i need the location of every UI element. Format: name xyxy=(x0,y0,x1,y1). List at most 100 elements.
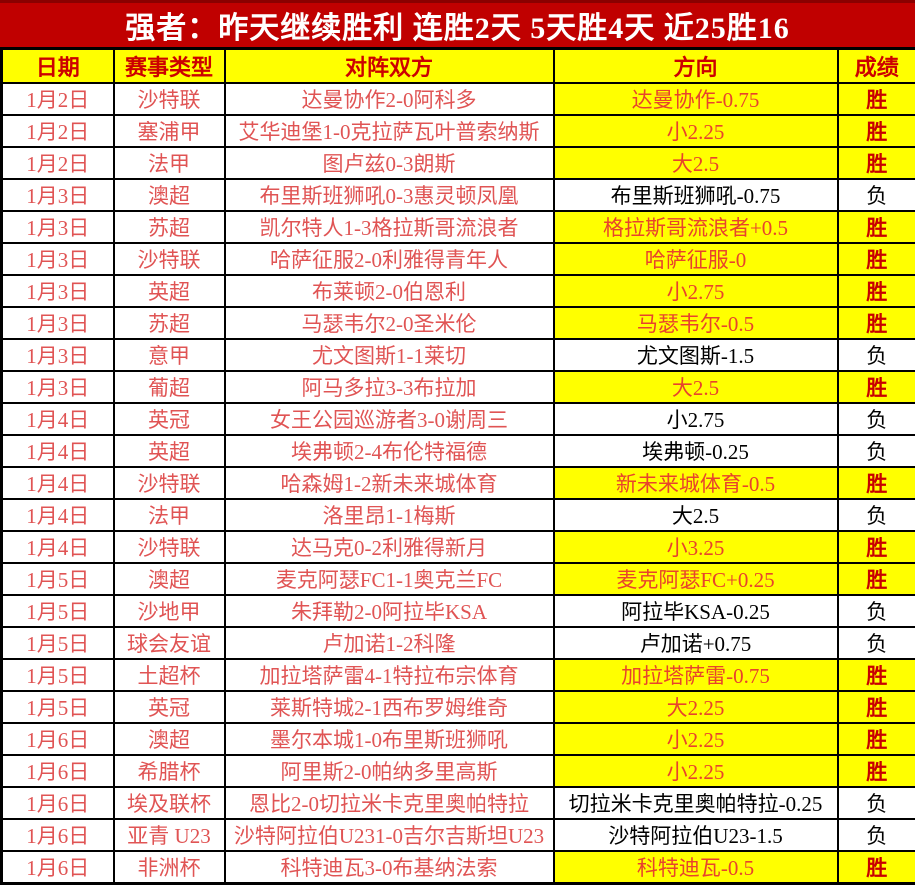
cell-matchup: 哈森姆1-2新未来城体育 xyxy=(225,467,554,499)
cell-direction: 大2.25 xyxy=(554,691,838,723)
cell-date: 1月5日 xyxy=(2,691,114,723)
cell-matchup: 科特迪瓦3-0布基纳法索 xyxy=(225,851,554,884)
cell-matchup: 艾华迪堡1-0克拉萨瓦叶普索纳斯 xyxy=(225,115,554,147)
cell-date: 1月2日 xyxy=(2,115,114,147)
cell-matchup: 布莱顿2-0伯恩利 xyxy=(225,275,554,307)
cell-league-type: 澳超 xyxy=(114,179,225,211)
cell-league-type: 埃及联杯 xyxy=(114,787,225,819)
cell-league-type: 塞浦甲 xyxy=(114,115,225,147)
cell-league-type: 非洲杯 xyxy=(114,851,225,884)
table-row: 1月4日 英超 埃弗顿2-4布伦特福德 埃弗顿-0.25 负 xyxy=(2,435,915,467)
cell-matchup: 阿里斯2-0帕纳多里高斯 xyxy=(225,755,554,787)
cell-date: 1月6日 xyxy=(2,755,114,787)
cell-date: 1月5日 xyxy=(2,595,114,627)
cell-matchup: 卢加诺1-2科隆 xyxy=(225,627,554,659)
cell-direction: 小2.75 xyxy=(554,275,838,307)
cell-matchup: 尤文图斯1-1莱切 xyxy=(225,339,554,371)
cell-direction: 加拉塔萨雷-0.75 xyxy=(554,659,838,691)
cell-date: 1月2日 xyxy=(2,147,114,179)
cell-league-type: 意甲 xyxy=(114,339,225,371)
table-row: 1月3日 英超 布莱顿2-0伯恩利 小2.75 胜 xyxy=(2,275,915,307)
cell-date: 1月3日 xyxy=(2,371,114,403)
cell-result: 负 xyxy=(838,787,915,819)
cell-result: 胜 xyxy=(838,691,915,723)
cell-date: 1月2日 xyxy=(2,83,114,115)
cell-matchup: 女王公园巡游者3-0谢周三 xyxy=(225,403,554,435)
table-row: 1月3日 澳超 布里斯班狮吼0-3惠灵顿凤凰 布里斯班狮吼-0.75 负 xyxy=(2,179,915,211)
table-row: 1月5日 沙地甲 朱拜勒2-0阿拉毕KSA 阿拉毕KSA-0.25 负 xyxy=(2,595,915,627)
cell-league-type: 法甲 xyxy=(114,147,225,179)
cell-league-type: 沙特联 xyxy=(114,531,225,563)
cell-result: 负 xyxy=(838,595,915,627)
cell-matchup: 洛里昂1-1梅斯 xyxy=(225,499,554,531)
cell-result: 胜 xyxy=(838,659,915,691)
table-row: 1月5日 澳超 麦克阿瑟FC1-1奥克兰FC 麦克阿瑟FC+0.25 胜 xyxy=(2,563,915,595)
cell-matchup: 达曼协作2-0阿科多 xyxy=(225,83,554,115)
cell-date: 1月4日 xyxy=(2,435,114,467)
cell-direction: 阿拉毕KSA-0.25 xyxy=(554,595,838,627)
table-row: 1月3日 葡超 阿马多拉3-3布拉加 大2.5 胜 xyxy=(2,371,915,403)
cell-date: 1月3日 xyxy=(2,211,114,243)
cell-result: 负 xyxy=(838,627,915,659)
cell-date: 1月5日 xyxy=(2,627,114,659)
cell-direction: 大2.5 xyxy=(554,371,838,403)
cell-date: 1月4日 xyxy=(2,403,114,435)
cell-league-type: 英超 xyxy=(114,435,225,467)
col-header-match: 对阵双方 xyxy=(225,49,554,84)
cell-result: 负 xyxy=(838,403,915,435)
cell-direction: 小2.75 xyxy=(554,403,838,435)
cell-date: 1月6日 xyxy=(2,819,114,851)
table-row: 1月6日 澳超 墨尔本城1-0布里斯班狮吼 小2.25 胜 xyxy=(2,723,915,755)
table-row: 1月4日 沙特联 达马克0-2利雅得新月 小3.25 胜 xyxy=(2,531,915,563)
cell-result: 负 xyxy=(838,179,915,211)
cell-direction: 小3.25 xyxy=(554,531,838,563)
table-row: 1月5日 土超杯 加拉塔萨雷4-1特拉布宗体育 加拉塔萨雷-0.75 胜 xyxy=(2,659,915,691)
cell-matchup: 墨尔本城1-0布里斯班狮吼 xyxy=(225,723,554,755)
cell-direction: 达曼协作-0.75 xyxy=(554,83,838,115)
cell-matchup: 图卢兹0-3朗斯 xyxy=(225,147,554,179)
cell-league-type: 沙特联 xyxy=(114,243,225,275)
cell-matchup: 达马克0-2利雅得新月 xyxy=(225,531,554,563)
cell-result: 胜 xyxy=(838,531,915,563)
cell-date: 1月3日 xyxy=(2,307,114,339)
table-row: 1月2日 法甲 图卢兹0-3朗斯 大2.5 胜 xyxy=(2,147,915,179)
table-row: 1月6日 亚青 U23 沙特阿拉伯U231-0吉尔吉斯坦U23 沙特阿拉伯U23… xyxy=(2,819,915,851)
cell-matchup: 朱拜勒2-0阿拉毕KSA xyxy=(225,595,554,627)
cell-direction: 沙特阿拉伯U23-1.5 xyxy=(554,819,838,851)
cell-result: 胜 xyxy=(838,211,915,243)
cell-direction: 哈萨征服-0 xyxy=(554,243,838,275)
cell-result: 胜 xyxy=(838,147,915,179)
table-row: 1月5日 英冠 莱斯特城2-1西布罗姆维奇 大2.25 胜 xyxy=(2,691,915,723)
table-row: 1月3日 苏超 凯尔特人1-3格拉斯哥流浪者 格拉斯哥流浪者+0.5 胜 xyxy=(2,211,915,243)
table-body: 1月2日 沙特联 达曼协作2-0阿科多 达曼协作-0.75 胜 1月2日 塞浦甲… xyxy=(2,83,915,884)
table-row: 1月6日 埃及联杯 恩比2-0切拉米卡克里奥帕特拉 切拉米卡克里奥帕特拉-0.2… xyxy=(2,787,915,819)
cell-league-type: 球会友谊 xyxy=(114,627,225,659)
table-row: 1月2日 沙特联 达曼协作2-0阿科多 达曼协作-0.75 胜 xyxy=(2,83,915,115)
col-header-direction: 方向 xyxy=(554,49,838,84)
table-row: 1月4日 法甲 洛里昂1-1梅斯 大2.5 负 xyxy=(2,499,915,531)
cell-league-type: 苏超 xyxy=(114,211,225,243)
cell-direction: 埃弗顿-0.25 xyxy=(554,435,838,467)
cell-league-type: 亚青 U23 xyxy=(114,819,225,851)
table-row: 1月3日 意甲 尤文图斯1-1莱切 尤文图斯-1.5 负 xyxy=(2,339,915,371)
cell-matchup: 麦克阿瑟FC1-1奥克兰FC xyxy=(225,563,554,595)
cell-result: 胜 xyxy=(838,243,915,275)
cell-direction: 新未来城体育-0.5 xyxy=(554,467,838,499)
cell-result: 负 xyxy=(838,339,915,371)
cell-league-type: 英超 xyxy=(114,275,225,307)
cell-direction: 科特迪瓦-0.5 xyxy=(554,851,838,884)
cell-date: 1月3日 xyxy=(2,243,114,275)
cell-direction: 切拉米卡克里奥帕特拉-0.25 xyxy=(554,787,838,819)
cell-league-type: 澳超 xyxy=(114,563,225,595)
cell-date: 1月3日 xyxy=(2,339,114,371)
cell-date: 1月5日 xyxy=(2,563,114,595)
cell-date: 1月3日 xyxy=(2,179,114,211)
cell-matchup: 莱斯特城2-1西布罗姆维奇 xyxy=(225,691,554,723)
table-row: 1月2日 塞浦甲 艾华迪堡1-0克拉萨瓦叶普索纳斯 小2.25 胜 xyxy=(2,115,915,147)
cell-direction: 尤文图斯-1.5 xyxy=(554,339,838,371)
cell-matchup: 布里斯班狮吼0-3惠灵顿凤凰 xyxy=(225,179,554,211)
cell-direction: 小2.25 xyxy=(554,115,838,147)
cell-league-type: 葡超 xyxy=(114,371,225,403)
results-table: 日期 赛事类型 对阵双方 方向 成绩 1月2日 沙特联 达曼协作2-0阿科多 达… xyxy=(0,47,915,885)
table-row: 1月6日 非洲杯 科特迪瓦3-0布基纳法索 科特迪瓦-0.5 胜 xyxy=(2,851,915,884)
